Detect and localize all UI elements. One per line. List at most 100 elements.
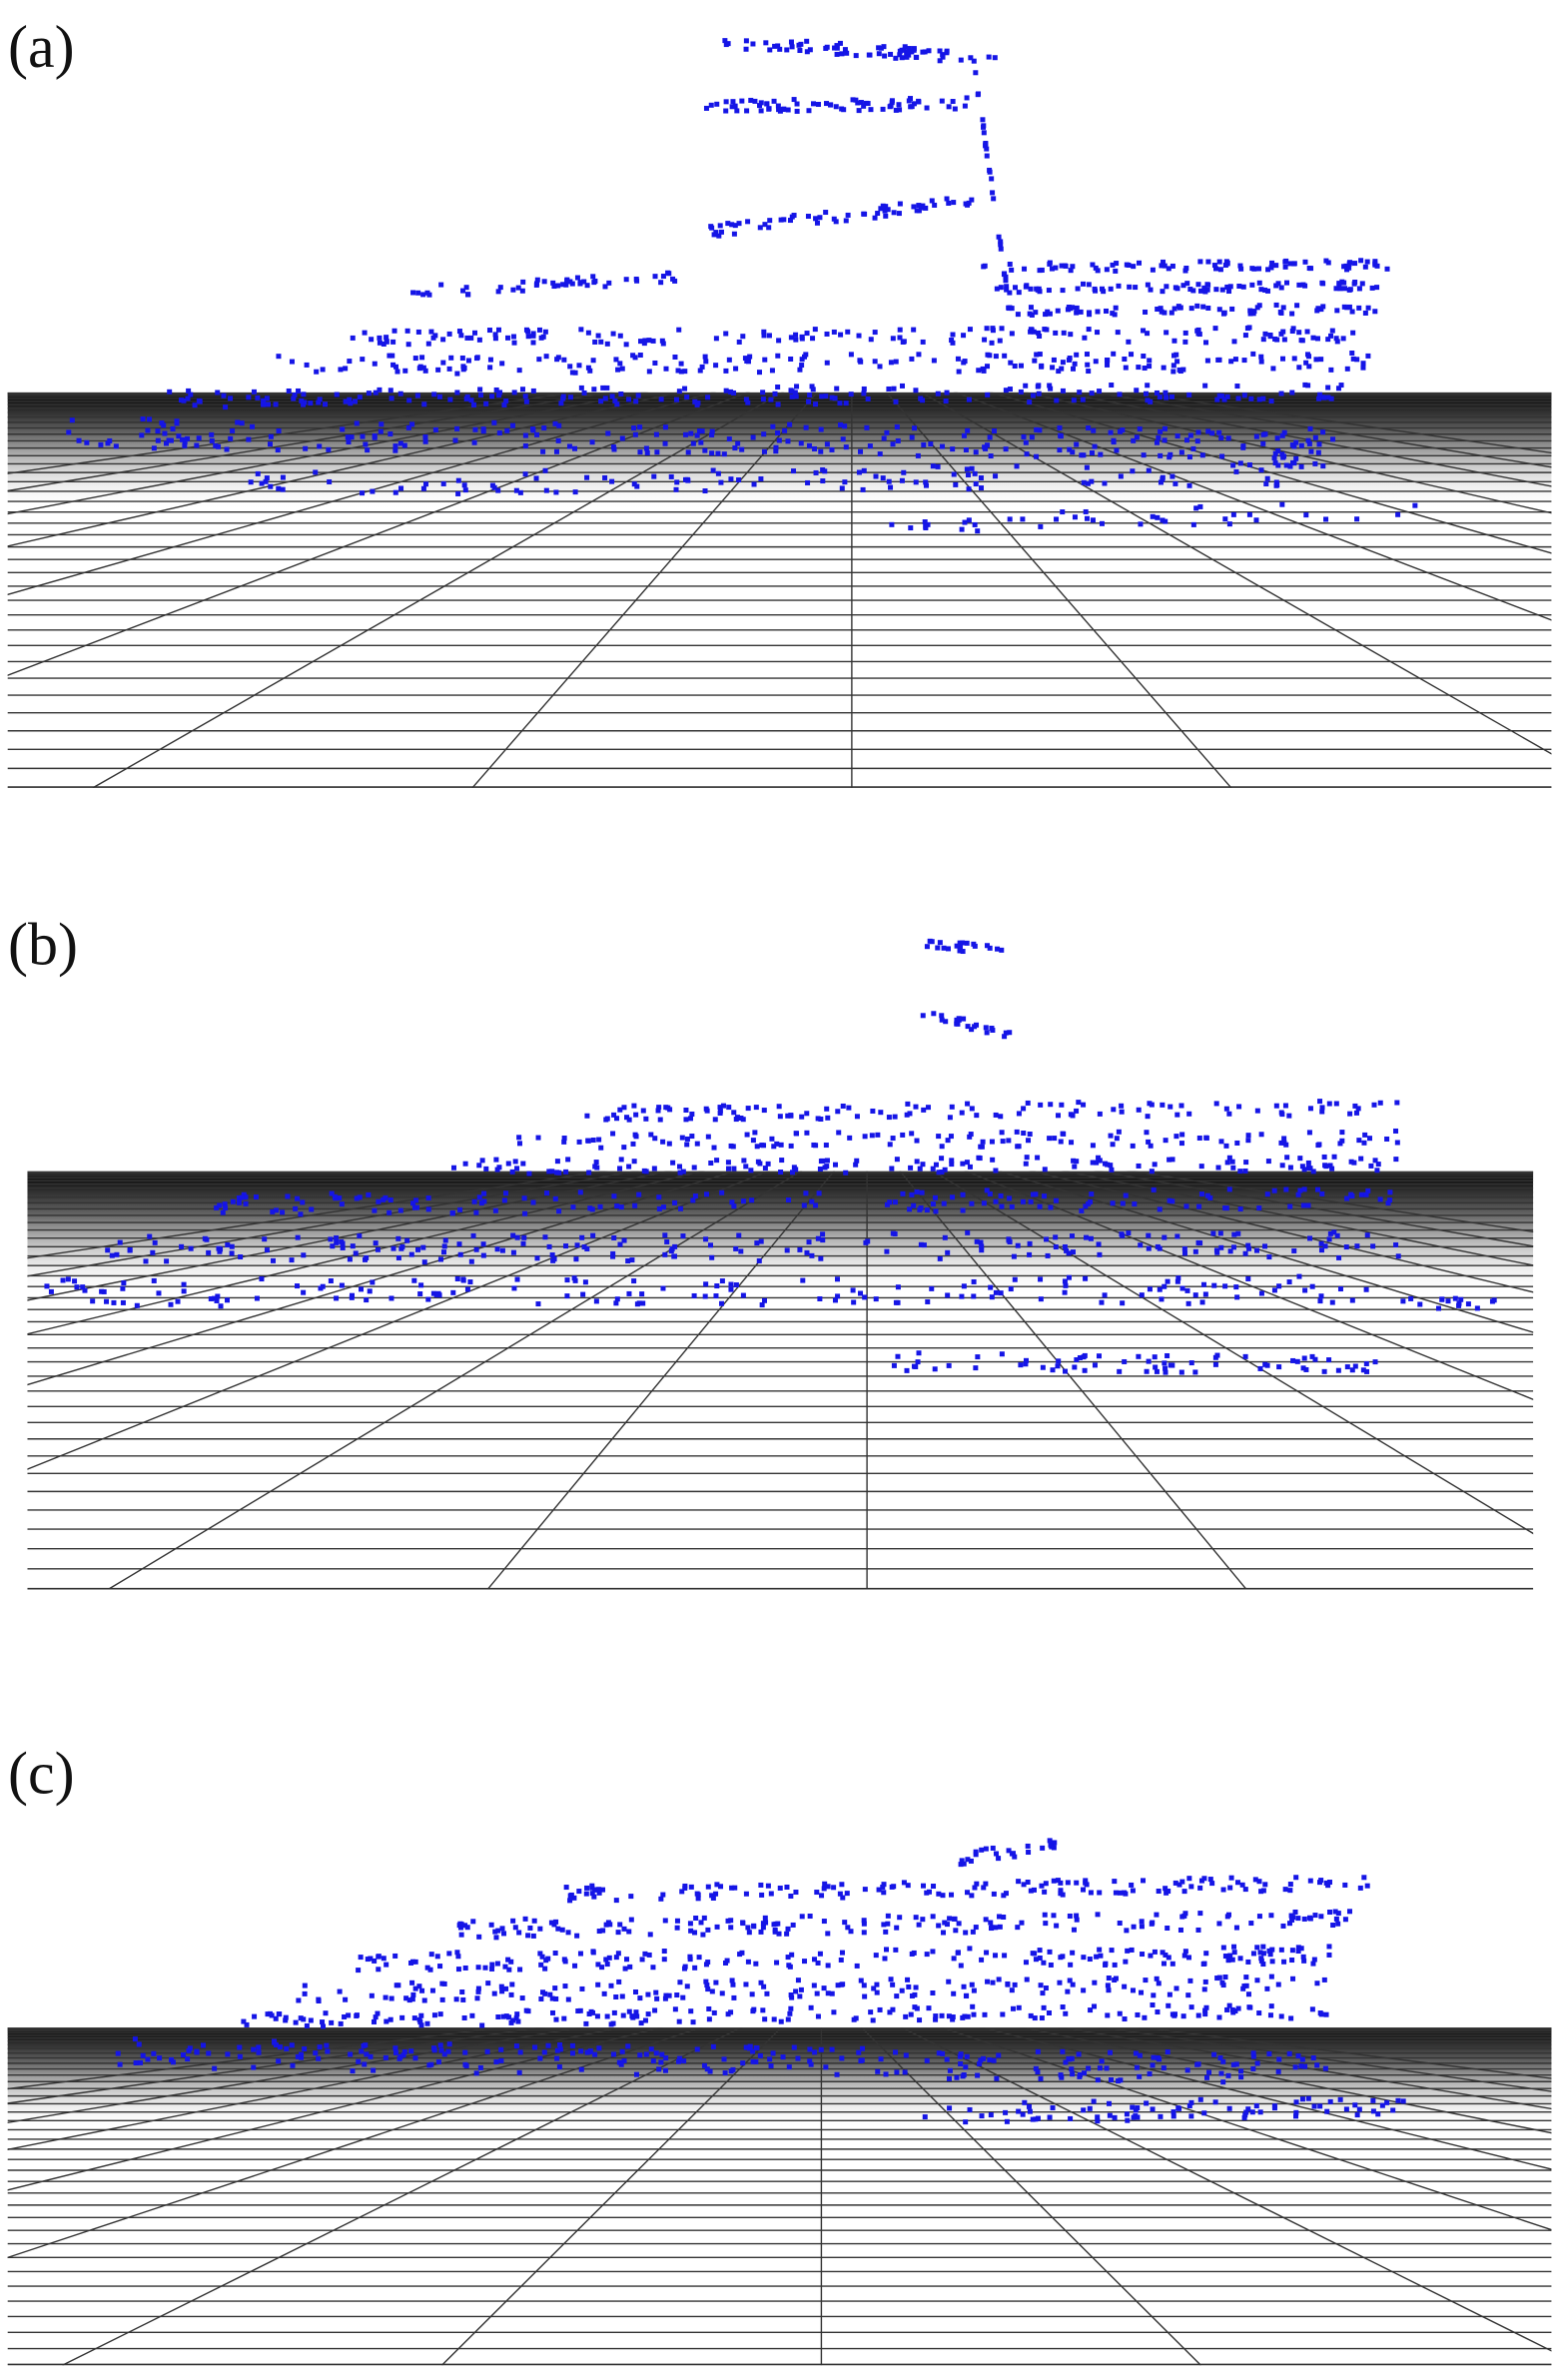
- point: [449, 1210, 455, 1216]
- point: [1113, 1976, 1119, 1982]
- point: [1254, 1945, 1260, 1951]
- point: [676, 2018, 682, 2024]
- point: [578, 2066, 584, 2072]
- point: [1362, 1132, 1368, 1138]
- point: [1296, 1273, 1302, 1279]
- point: [752, 98, 758, 104]
- point: [1227, 1885, 1233, 1891]
- point: [481, 1190, 487, 1196]
- point: [961, 333, 967, 339]
- point: [1326, 1880, 1332, 1886]
- point: [569, 2050, 575, 2056]
- point: [993, 1953, 999, 1959]
- point: [121, 1280, 127, 1286]
- point: [900, 1190, 906, 1196]
- point: [1207, 1877, 1213, 1883]
- point: [1341, 280, 1347, 286]
- point: [1184, 2067, 1190, 2073]
- grid-col: [27, 1171, 705, 1335]
- point: [1172, 1880, 1178, 1886]
- point: [499, 1247, 505, 1253]
- point: [617, 1166, 623, 1172]
- point: [813, 469, 819, 475]
- point: [890, 336, 896, 342]
- point: [951, 471, 957, 477]
- point: [323, 2010, 329, 2016]
- point: [384, 2018, 390, 2024]
- point: [1282, 1887, 1288, 1893]
- point: [1062, 263, 1068, 269]
- grid-col: [1057, 392, 1552, 487]
- point: [317, 2044, 323, 2050]
- point: [1068, 1962, 1074, 1968]
- point: [408, 1251, 414, 1257]
- point: [584, 1113, 590, 1119]
- point: [950, 446, 956, 452]
- point: [1295, 1945, 1301, 1951]
- point: [1071, 1158, 1077, 1164]
- point: [480, 1252, 486, 1258]
- point: [1016, 1879, 1022, 1885]
- point: [915, 1359, 921, 1365]
- point: [1070, 449, 1076, 455]
- point: [690, 440, 696, 446]
- point: [1215, 1165, 1221, 1171]
- point: [993, 354, 999, 360]
- point: [949, 1162, 955, 1168]
- point: [454, 425, 460, 431]
- point: [678, 369, 684, 375]
- point: [918, 396, 924, 401]
- point: [961, 2072, 967, 2078]
- point: [894, 423, 900, 429]
- point: [999, 1130, 1005, 1136]
- point: [924, 1207, 930, 1213]
- point: [709, 450, 715, 456]
- point: [629, 1257, 635, 1263]
- point: [773, 444, 779, 450]
- point: [913, 1363, 919, 1369]
- point: [900, 1132, 906, 1138]
- point: [1029, 327, 1035, 333]
- point: [1317, 1880, 1323, 1886]
- point: [926, 48, 932, 54]
- point: [460, 1996, 466, 2002]
- point: [641, 1168, 647, 1174]
- point: [499, 1926, 505, 1932]
- point: [940, 2050, 946, 2056]
- point: [140, 416, 146, 422]
- point: [437, 1256, 443, 1262]
- point: [476, 1194, 482, 1200]
- point: [939, 1017, 945, 1023]
- point: [343, 398, 349, 404]
- point: [656, 1194, 662, 1200]
- point: [610, 1131, 616, 1137]
- point: [1364, 259, 1370, 265]
- point: [516, 368, 522, 374]
- point: [638, 2020, 644, 2026]
- point: [683, 431, 689, 437]
- point: [327, 478, 333, 484]
- point: [860, 486, 866, 492]
- point: [262, 1236, 268, 1242]
- point: [630, 1141, 636, 1147]
- point: [1197, 2096, 1203, 2102]
- point: [1026, 1850, 1032, 1856]
- point: [974, 1881, 980, 1887]
- point: [862, 1294, 868, 1300]
- point: [624, 1957, 630, 1963]
- point: [1302, 382, 1308, 388]
- point: [1281, 337, 1287, 343]
- point: [362, 2061, 368, 2067]
- point: [1095, 2114, 1101, 2120]
- point: [1012, 364, 1018, 370]
- point: [984, 326, 990, 332]
- point: [1300, 1202, 1306, 1208]
- point: [215, 1293, 221, 1299]
- point: [393, 2049, 399, 2055]
- point: [888, 51, 894, 57]
- point: [1301, 1187, 1307, 1192]
- point: [1395, 2097, 1401, 2103]
- point: [587, 2048, 593, 2054]
- point: [1074, 1917, 1080, 1923]
- point: [320, 2023, 326, 2029]
